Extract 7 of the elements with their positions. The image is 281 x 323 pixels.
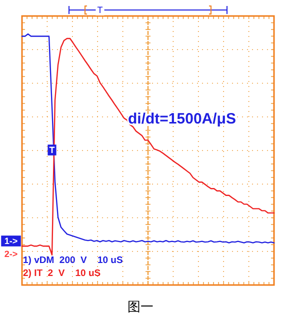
annotation: 2-> — [1, 248, 21, 260]
annotation: di/dt=1500A/μS — [128, 110, 236, 128]
legend: 1) vDM 200 V 10 uS 2) IT 2 V 10 uS — [23, 255, 123, 279]
annotation: T — [96, 4, 104, 16]
annotation: T — [48, 144, 56, 156]
annotation: 1-> — [1, 236, 21, 246]
title: 图一 — [128, 299, 154, 314]
